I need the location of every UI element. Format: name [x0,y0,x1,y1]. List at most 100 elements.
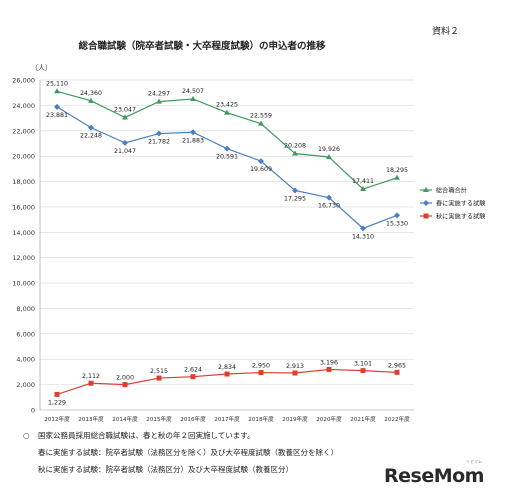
data-point [224,109,230,115]
data-label: 20,591 [216,154,238,161]
data-point [122,139,128,146]
data-label: 2,515 [150,368,168,375]
data-point [292,150,298,156]
series-line [56,106,398,230]
y-tick-label: 26,000 [12,77,35,85]
data-label: 18,295 [386,167,408,174]
data-point [54,103,60,110]
y-tick-label: 24,000 [12,102,35,110]
series-3: 1,229 2,112 2,000 2,515 2,624 2,834 2,950 2,913… [48,359,406,406]
x-tick-label: 2015年度 [146,415,172,423]
legend-item: 秋に実施する試験 [420,213,486,221]
x-tick-label: 2014年度 [112,415,138,423]
data-label: 2,112 [82,373,100,380]
x-tick-label: 2021年度 [350,415,376,423]
data-label: 25,110 [46,80,68,87]
y-tick-label: 10,000 [12,280,35,288]
data-point [394,369,400,375]
data-point [292,370,298,376]
series-group: 25,110 24,360 23,047 24,297 24,507 23,425 22,5… [46,80,408,406]
data-point [360,225,366,232]
data-label: 24,507 [182,88,204,95]
x-tick-label: 2022年度 [384,415,410,423]
legend-label: 総合職合計 [436,187,467,195]
data-label: 24,360 [80,90,102,97]
data-point [156,130,162,137]
data-point [156,375,162,381]
data-point [88,380,94,386]
x-axis-ticks: 2012年度 2013年度 2014年度 2015年度 2016年度 2017年度 2018… [44,415,410,423]
data-point [258,120,264,126]
data-point [54,88,60,94]
x-tick-label: 2012年度 [44,415,70,423]
data-point [54,391,60,397]
data-point [360,368,366,374]
data-label: 3,196 [320,359,338,366]
data-point [326,366,332,372]
data-point [88,97,94,103]
y-tick-label: 4,000 [16,356,35,364]
legend-item: 総合職合計 [420,187,467,195]
data-point [394,212,400,219]
data-label: 23,881 [46,112,68,119]
data-point [122,382,128,388]
data-point [224,145,230,152]
legend-item: 春に実施する試験 [420,200,486,208]
data-label: 16,730 [318,203,340,210]
x-tick-label: 2013年度 [78,415,104,423]
legend-marker [423,200,429,206]
series-2: 23,881 22,248 21,047 21,782 21,883 20,591 19,6… [46,103,408,240]
data-point [258,158,264,165]
data-label: 19,926 [318,146,340,153]
data-label: 22,559 [250,113,272,120]
data-label: 21,883 [182,137,204,144]
data-label: 17,411 [352,178,374,185]
data-label: 22,248 [80,133,102,140]
note-2: 春に実施する試験：院卒者試験（法務区分を除く）及び大卒程度試験（教養区分を除く） [38,448,338,457]
y-tick-label: 2,000 [16,381,35,389]
chart-title: 総合職試験（院卒者試験・大卒程度試験）の申込者の推移 [78,40,326,52]
data-label: 3,101 [354,361,372,368]
y-axis-unit-label: （人） [31,64,52,72]
data-point [326,154,332,160]
data-point [156,98,162,104]
data-label: 2,965 [388,362,406,369]
data-point [190,374,196,380]
data-point [224,371,230,377]
legend-marker [423,187,429,192]
data-label: 21,047 [114,148,136,155]
data-label: 21,782 [148,139,170,146]
data-label: 2,624 [184,367,202,374]
y-tick-label: 12,000 [12,254,35,262]
data-label: 1,229 [48,399,66,406]
data-label: 14,310 [352,233,374,240]
legend-marker [423,213,429,219]
data-label: 19,609 [250,166,272,173]
brand-name: ReseMom [384,465,484,487]
document-label: 資料２ [432,27,460,37]
notes: 国家公務員採用総合職試験は、春と秋の年２回実施しています。 春に実施する試験：院… [38,427,338,478]
legend-label: 秋に実施する試験 [436,213,486,221]
y-tick-label: 18,000 [12,178,35,186]
brand-ruby: リセマム [465,459,482,464]
y-tick-label: 8,000 [16,305,35,313]
data-label: 23,047 [114,106,136,113]
data-point [190,129,196,136]
y-axis-ticks: 0 2,000 4,000 6,000 8,000 10,000 12,000 14,000 1… [12,77,35,415]
data-point [258,370,264,376]
line-chart: 総合職試験（院卒者試験・大卒程度試験）の申込者の推移 （人） 0 2,000 4,0… [12,40,486,423]
legend-label: 春に実施する試験 [436,200,486,208]
x-tick-label: 2020年度 [316,415,342,423]
y-tick-label: 6,000 [16,330,35,338]
data-point [394,174,400,180]
data-point [122,114,128,120]
data-point [88,124,94,131]
note-1: 国家公務員採用総合職試験は、春と秋の年２回実施しています。 [38,427,338,444]
y-tick-label: 16,000 [12,203,35,211]
data-point [360,186,366,192]
data-point [190,95,196,101]
y-tick-label: 22,000 [12,127,35,135]
data-point [292,187,298,194]
data-label: 23,425 [216,102,238,109]
